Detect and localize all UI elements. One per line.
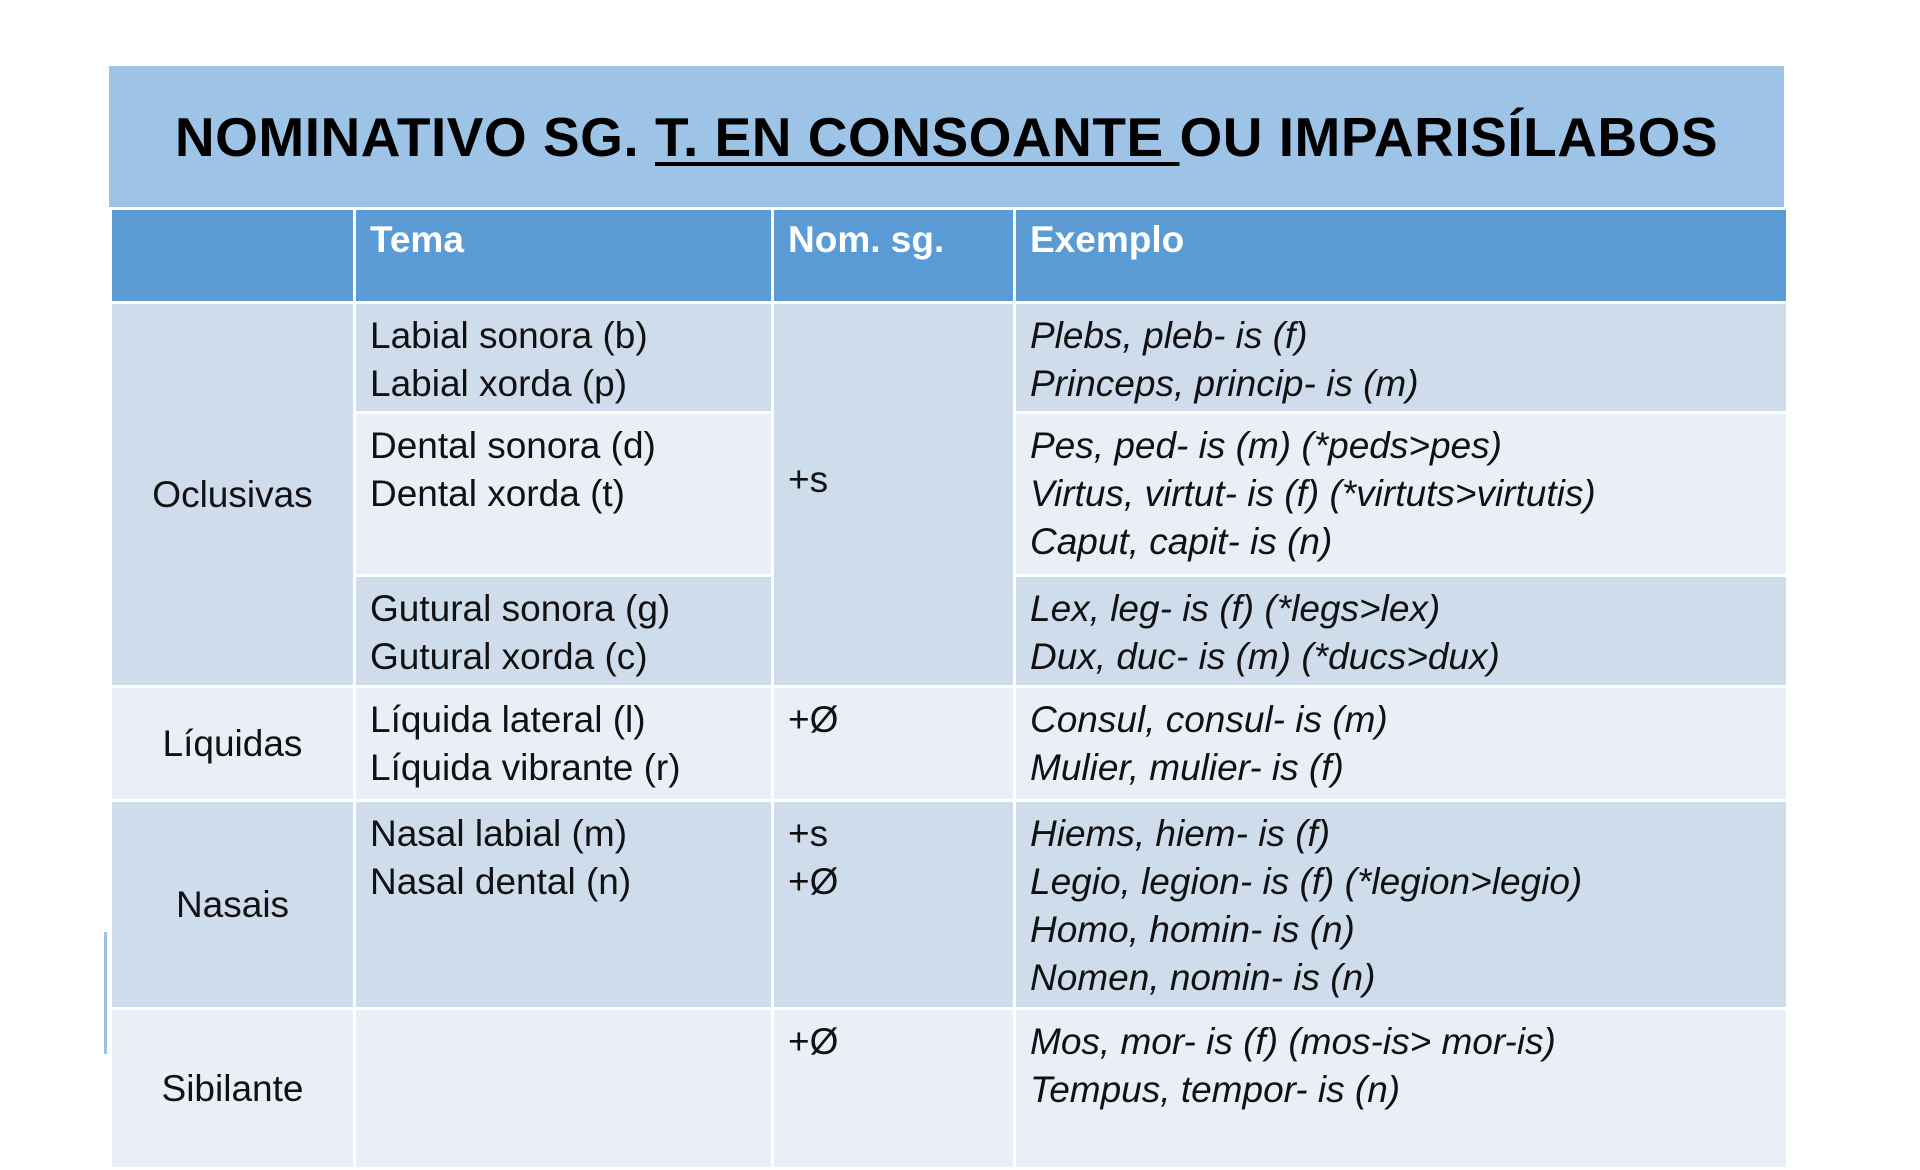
- title-underlined: T. EN CONSOANTE: [655, 105, 1180, 168]
- nom-cell: +Ø: [771, 685, 1016, 802]
- header-row: Tema Nom. sg. Exemplo: [109, 207, 1789, 304]
- header-blank: [109, 207, 356, 304]
- exemplo-line: Mos, mor- is (f) (mos-is> mor-is): [1030, 1021, 1556, 1062]
- table-row: Líquidas Líquida lateral (l) Líquida vibr…: [109, 685, 1789, 802]
- tema-cell: Gutural sonora (g) Gutural xorda (c): [353, 574, 774, 688]
- nom-cell: +s +Ø: [771, 799, 1016, 1010]
- tema-line: Labial xorda (p): [370, 363, 628, 404]
- tema-line: Gutural xorda (c): [370, 636, 648, 677]
- tema-line: Gutural sonora (g): [370, 588, 671, 629]
- exemplo-line: Caput, capit- is (n): [1030, 521, 1333, 562]
- header-tema: Tema: [353, 207, 774, 304]
- slide-edge-line: [104, 932, 107, 1054]
- nom-line: +Ø: [788, 1021, 839, 1062]
- tema-line: Nasal labial (m): [370, 813, 628, 854]
- title-part1: NOMINATIVO SG.: [174, 105, 655, 168]
- row-label-text: Sibilante: [161, 1067, 304, 1109]
- tema-line: Labial sonora (b): [370, 315, 648, 356]
- exemplo-line: Consul, consul- is (m): [1030, 699, 1388, 740]
- exemplo-cell: Mos, mor- is (f) (mos-is> mor-is) Tempus,…: [1013, 1007, 1789, 1170]
- exemplo-cell: Plebs, pleb- is (f) Princeps, princip- is…: [1013, 301, 1789, 414]
- tema-line: Dental xorda (t): [370, 473, 625, 514]
- declension-table: Tema Nom. sg. Exemplo Oclusivas Labial s…: [109, 207, 1789, 1170]
- nom-cell: +Ø: [771, 1007, 1016, 1170]
- exemplo-line: Homo, homin- is (n): [1030, 909, 1355, 950]
- exemplo-line: Plebs, pleb- is (f): [1030, 315, 1308, 356]
- row-label-oclusivas: Oclusivas: [109, 301, 356, 688]
- row-label-nasais: Nasais: [109, 799, 356, 1010]
- exemplo-line: Legio, legion- is (f) (*legion>legio): [1030, 861, 1583, 902]
- row-label-sibilante: Sibilante: [109, 1007, 356, 1170]
- tema-cell: Dental sonora (d) Dental xorda (t): [353, 411, 774, 577]
- exemplo-line: Lex, leg- is (f) (*legs>lex): [1030, 588, 1441, 629]
- title-band: NOMINATIVO SG. T. EN CONSOANTE OU IMPARI…: [109, 66, 1784, 207]
- title-part2: OU IMPARISÍLABOS: [1179, 105, 1719, 168]
- tema-cell: Nasal labial (m) Nasal dental (n): [353, 799, 774, 1010]
- tema-cell: [353, 1007, 774, 1170]
- exemplo-cell: Pes, ped- is (m) (*peds>pes) Virtus, virt…: [1013, 411, 1789, 577]
- table-row: Oclusivas Labial sonora (b) Labial xorda …: [109, 301, 1789, 688]
- exemplo-line: Tempus, tempor- is (n): [1030, 1069, 1401, 1110]
- tema-line: Dental sonora (d): [370, 425, 656, 466]
- exemplo-line: Dux, duc- is (m) (*ducs>dux): [1030, 636, 1500, 677]
- exemplo-line: Hiems, hiem- is (f): [1030, 813, 1331, 854]
- tema-line: Nasal dental (n): [370, 861, 632, 902]
- header-nom-sg: Nom. sg.: [771, 207, 1016, 304]
- exemplo-cell: Hiems, hiem- is (f) Legio, legion- is (f)…: [1013, 799, 1789, 1010]
- exemplo-line: Pes, ped- is (m) (*peds>pes): [1030, 425, 1502, 466]
- header-exemplo: Exemplo: [1013, 207, 1789, 304]
- nom-cell-oclusivas: +s: [771, 301, 1016, 688]
- tema-cell: Líquida lateral (l) Líquida vibrante (r): [353, 685, 774, 802]
- exemplo-line: Mulier, mulier- is (f): [1030, 747, 1344, 788]
- exemplo-line: Princeps, princip- is (m): [1030, 363, 1419, 404]
- page-title: NOMINATIVO SG. T. EN CONSOANTE OU IMPARI…: [175, 105, 1718, 169]
- nom-line: +s: [788, 458, 829, 500]
- table-row: Dental sonora (d) Dental xorda (t) Pes, p…: [111, 411, 1789, 577]
- tema-line: Líquida vibrante (r): [370, 747, 681, 788]
- exemplo-cell: Consul, consul- is (m) Mulier, mulier- is…: [1013, 685, 1789, 802]
- table-row: Gutural sonora (g) Gutural xorda (c) Lex,…: [111, 574, 1789, 688]
- exemplo-cell: Lex, leg- is (f) (*legs>lex) Dux, duc- is…: [1013, 574, 1789, 688]
- tema-cell: Labial sonora (b) Labial xorda (p): [353, 301, 774, 414]
- row-label-liquidas: Líquidas: [109, 685, 356, 802]
- exemplo-line: Virtus, virtut- is (f) (*virtuts>virtuti…: [1030, 473, 1596, 514]
- nom-line: +s: [788, 813, 829, 854]
- nom-line: +Ø: [788, 861, 839, 902]
- exemplo-line: Nomen, nomin- is (n): [1030, 957, 1376, 998]
- nom-line: +Ø: [788, 699, 839, 740]
- tema-line: Líquida lateral (l): [370, 699, 646, 740]
- table-row: Nasais Nasal labial (m) Nasal dental (n) …: [109, 799, 1789, 1010]
- table-row: Sibilante +Ø Mos, mor- is (f) (mos-is> m…: [109, 1007, 1789, 1170]
